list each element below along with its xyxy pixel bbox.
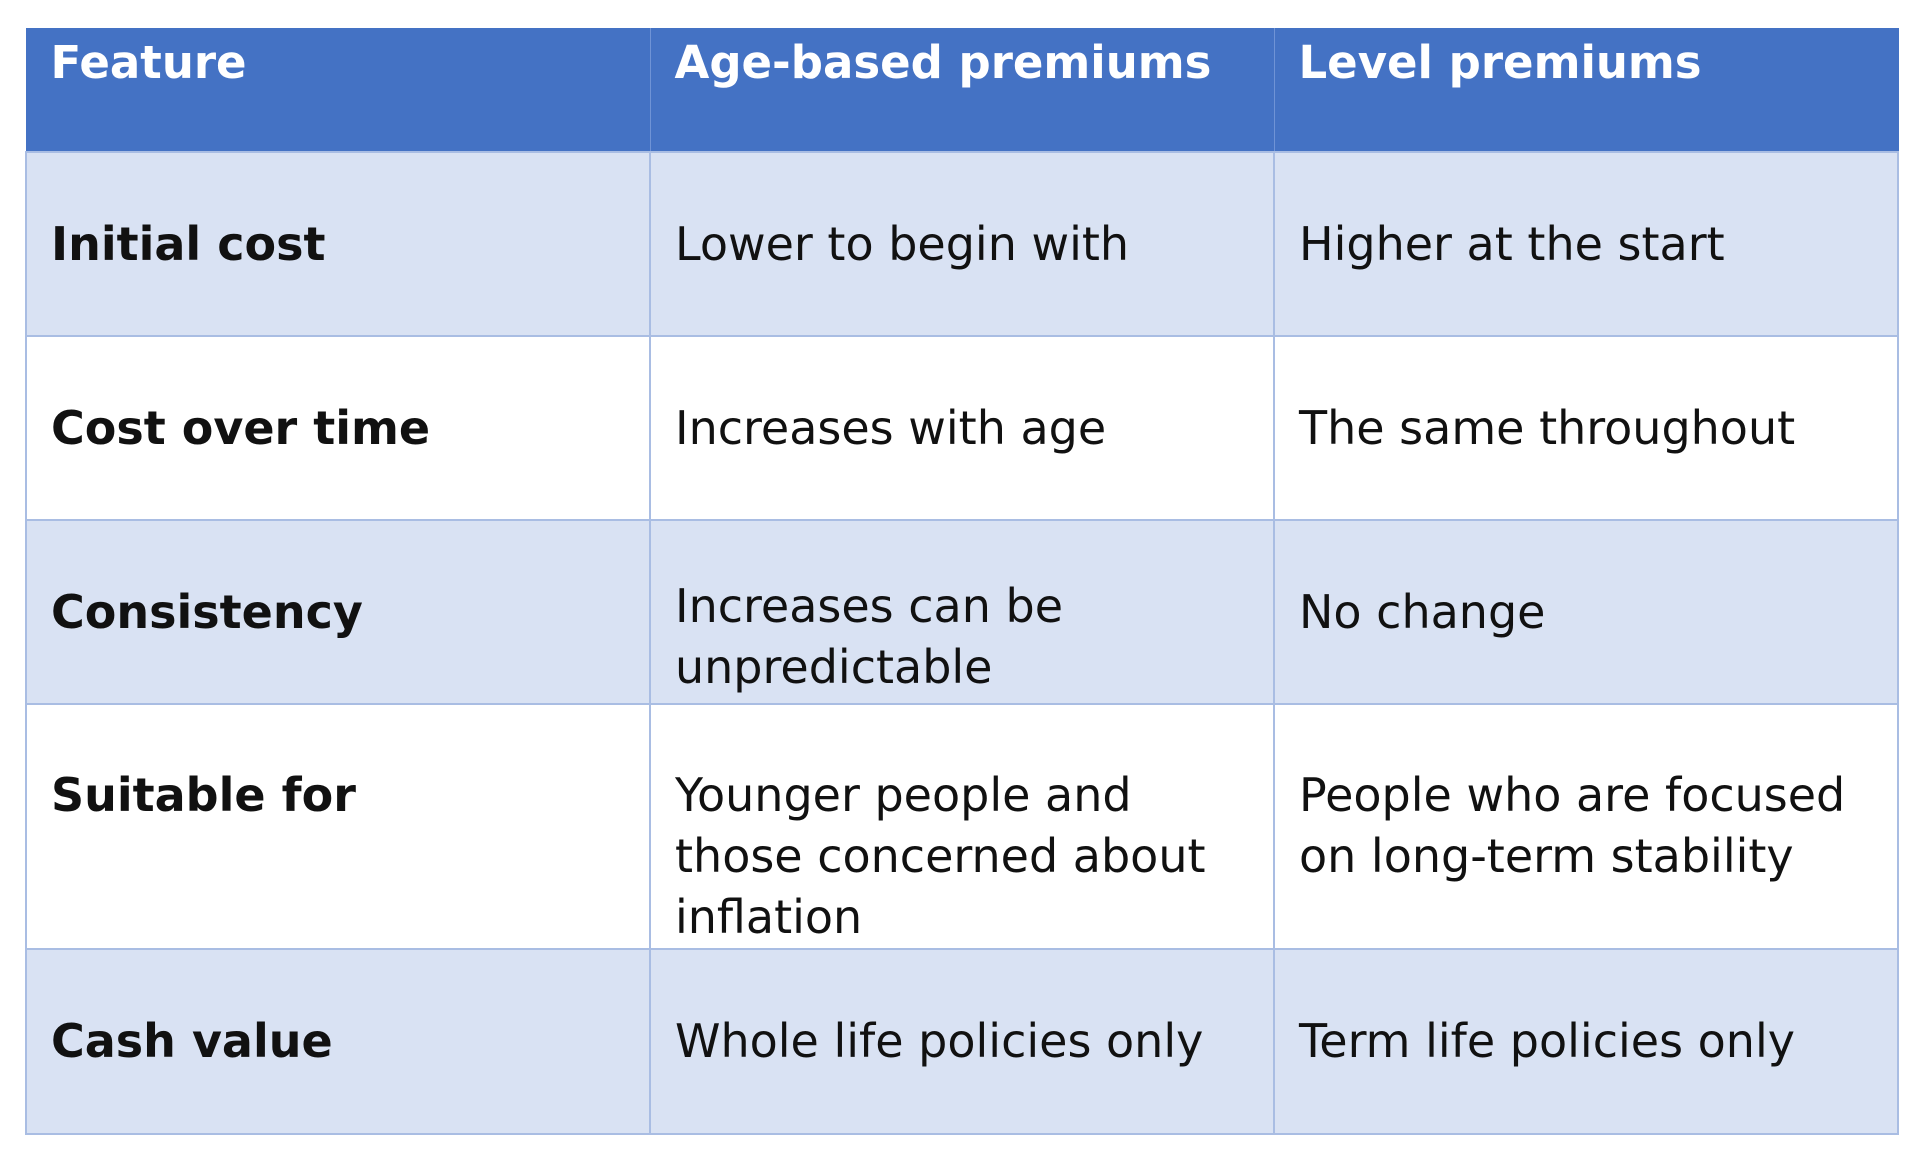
header-row: Feature Age-based premiums Level premium… (25, 28, 1899, 152)
age-based-cell: Increases with age (649, 335, 1275, 521)
feature-cell: Cost over time (25, 335, 651, 521)
level-cell: Term life policies only (1273, 948, 1899, 1135)
premium-comparison-table: Feature Age-based premiums Level premium… (25, 28, 1899, 1135)
age-based-cell: Younger people and those concerned about… (649, 703, 1275, 950)
table-row: Suitable for Younger people and those co… (25, 703, 1899, 950)
feature-cell: Initial cost (25, 151, 651, 337)
comparison-table-container: Feature Age-based premiums Level premium… (25, 28, 1899, 1135)
age-based-cell: Increases can be unpredictable (649, 519, 1275, 705)
level-cell: People who are focused on long-term stab… (1273, 703, 1899, 950)
column-header-level: Level premiums (1273, 28, 1899, 152)
table-row: Initial cost Lower to begin with Higher … (25, 151, 1899, 337)
level-cell: The same throughout (1273, 335, 1899, 521)
level-cell: No change (1273, 519, 1899, 705)
column-header-age-based: Age-based premiums (649, 28, 1275, 152)
table-row: Cash value Whole life policies only Term… (25, 948, 1899, 1135)
column-header-feature: Feature (25, 28, 651, 152)
feature-cell: Cash value (25, 948, 651, 1135)
table-row: Consistency Increases can be unpredictab… (25, 519, 1899, 705)
age-based-cell: Whole life policies only (649, 948, 1275, 1135)
feature-cell: Consistency (25, 519, 651, 705)
feature-cell: Suitable for (25, 703, 651, 950)
level-cell: Higher at the start (1273, 151, 1899, 337)
age-based-cell: Lower to begin with (649, 151, 1275, 337)
table-row: Cost over time Increases with age The sa… (25, 335, 1899, 521)
